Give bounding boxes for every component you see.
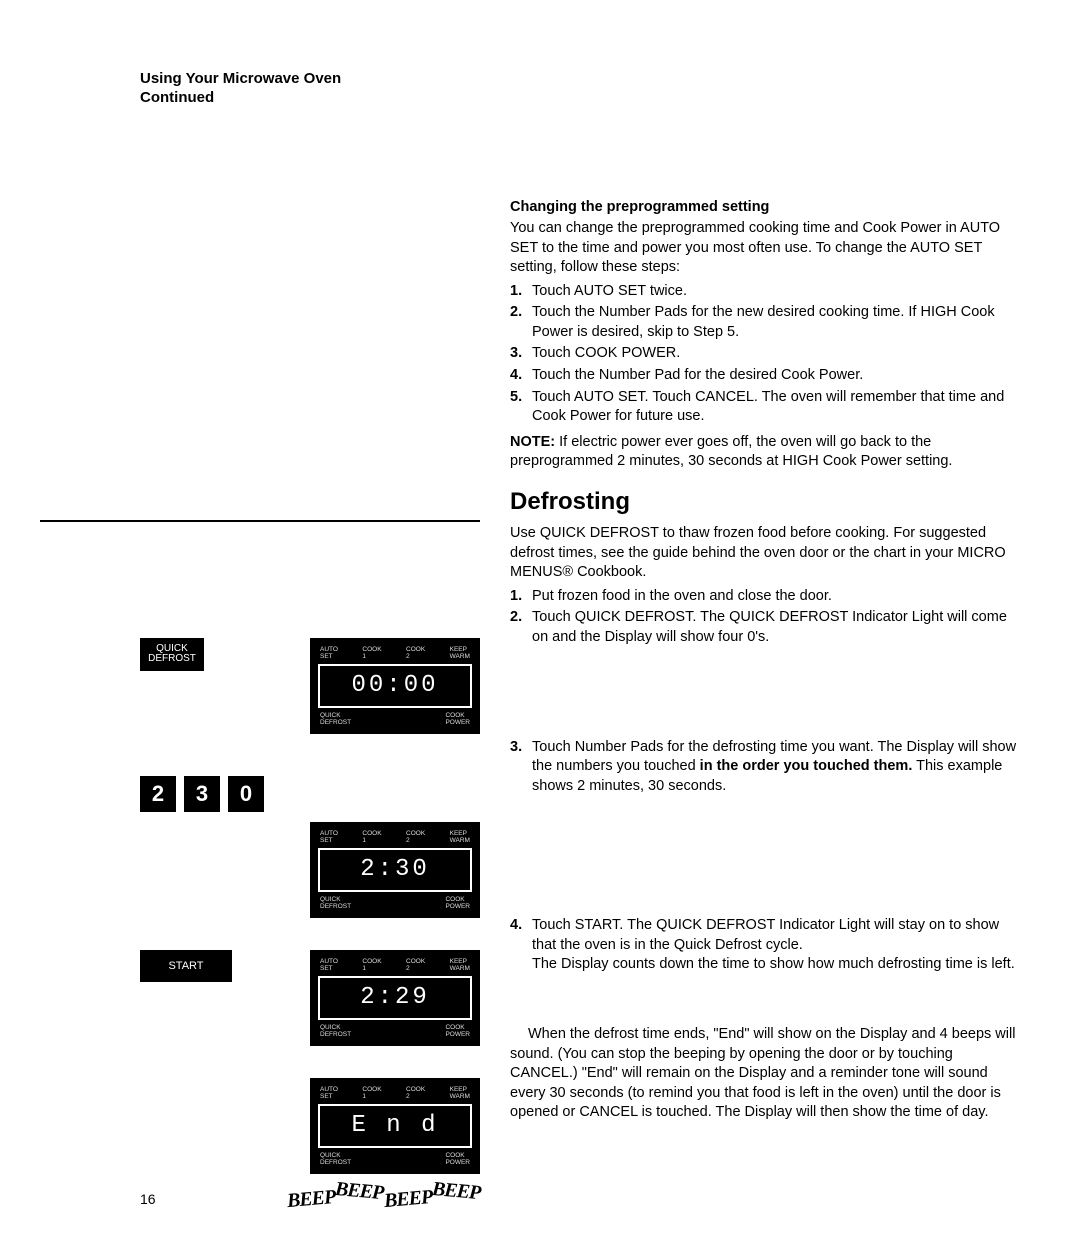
screen-value: 2:30 <box>318 848 472 892</box>
page-running-header: Using Your Microwave Oven Continued <box>140 70 1020 108</box>
display-230: AUTO SET COOK 1 COOK 2 KEEP WARM 2:30 QU… <box>310 822 480 918</box>
numpad-2[interactable]: 2 <box>140 776 176 812</box>
numpad-3[interactable]: 3 <box>184 776 220 812</box>
lbl-cook2: COOK 2 <box>406 646 425 660</box>
header-line-1: Using Your Microwave Oven <box>140 70 1020 89</box>
page-number: 16 <box>140 1191 156 1207</box>
defrosting-steps: 1.Put frozen food in the oven and close … <box>510 587 1020 975</box>
left-column: QUICK DEFROST AUTO SET COOK 1 COOK 2 KEE… <box>140 148 480 1207</box>
defrosting-end-paragraph: When the defrost time ends, "End" will s… <box>510 1025 1020 1123</box>
numpad-0[interactable]: 0 <box>228 776 264 812</box>
end-illustration: AUTO SET COOK 1 COOK 2 KEEP WARM E n d Q… <box>140 1078 480 1174</box>
quick-defrost-button[interactable]: QUICK DEFROST <box>140 638 204 671</box>
lbl-auto-set: AUTO SET <box>320 646 338 660</box>
lbl-quick-defrost: QUICK DEFROST <box>320 712 351 726</box>
step4-illustration: START AUTO SET COOK 1 COOK 2 KEEP WARM 2… <box>140 950 480 1046</box>
lbl-keep-warm: KEEP WARM <box>450 646 470 660</box>
screen-value: 2:29 <box>318 976 472 1020</box>
changing-steps: 1.Touch AUTO SET twice. 2.Touch the Numb… <box>510 282 1020 427</box>
changing-note: NOTE: If electric power ever goes off, t… <box>510 433 1020 472</box>
screen-value: E n d <box>318 1104 472 1148</box>
number-pad: 2 3 0 <box>140 776 264 812</box>
display-end: AUTO SET COOK 1 COOK 2 KEEP WARM E n d Q… <box>310 1078 480 1174</box>
changing-subhead: Changing the preprogrammed setting <box>510 198 1020 218</box>
start-button[interactable]: START <box>140 950 232 982</box>
right-column: Changing the preprogrammed setting You c… <box>510 148 1020 1207</box>
screen-value: 00:00 <box>318 664 472 708</box>
changing-intro: You can change the preprogrammed cooking… <box>510 219 1020 278</box>
display-0000: AUTO SET COOK 1 COOK 2 KEEP WARM 00:00 Q… <box>310 638 480 734</box>
defrosting-intro: Use QUICK DEFROST to thaw frozen food be… <box>510 524 1020 583</box>
defrosting-heading: Defrosting <box>510 486 1020 518</box>
step2-illustration: QUICK DEFROST AUTO SET COOK 1 COOK 2 KEE… <box>140 638 480 734</box>
section-rule <box>40 520 480 522</box>
beep-sound-text: BEEPBEEPBEEPBEEP <box>287 1184 480 1207</box>
step3-illustration: 2 3 0 AUTO SET COOK 1 COOK 2 KEEP WARM 2… <box>140 776 480 918</box>
lbl-cook1: COOK 1 <box>362 646 381 660</box>
header-line-2: Continued <box>140 89 1020 108</box>
lbl-cook-power: COOK POWER <box>445 712 470 726</box>
display-229: AUTO SET COOK 1 COOK 2 KEEP WARM 2:29 QU… <box>310 950 480 1046</box>
